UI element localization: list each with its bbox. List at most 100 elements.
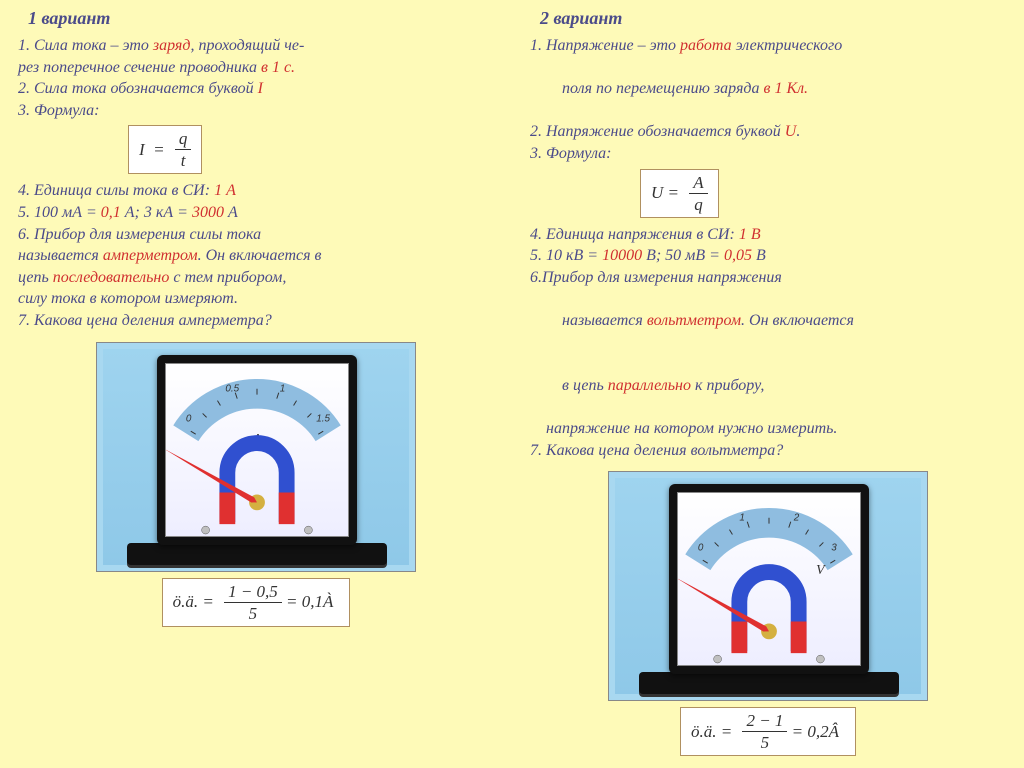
text: с тем прибором, bbox=[169, 269, 286, 286]
text: 5. 100 мА = bbox=[18, 204, 101, 221]
em-text: заряд bbox=[153, 37, 191, 54]
scale-label: 1 bbox=[739, 513, 745, 524]
em-text: вольтметром bbox=[647, 312, 741, 329]
v2-calc: ö.ä. = 2 − 15 = 0,2Â bbox=[680, 707, 856, 756]
formula-num: q bbox=[175, 130, 192, 150]
em-text: 1 А bbox=[214, 182, 236, 199]
em-text: 0,1 bbox=[101, 204, 121, 221]
em-text: I bbox=[258, 80, 263, 97]
em-text: работа bbox=[680, 37, 732, 54]
v1-item-3: 3. Формула: bbox=[18, 100, 494, 122]
text: А; 3 кА = bbox=[121, 204, 192, 221]
v1-item-6c: цепь последовательно с тем прибором, bbox=[18, 267, 494, 289]
calc-lhs: ö.ä. bbox=[173, 592, 199, 611]
v2-item-1b: поля по перемещению заряда в 1 Кл. bbox=[530, 57, 1006, 122]
meter-face: 0 1 2 3 bbox=[677, 492, 861, 666]
scale-label: 0.5 bbox=[225, 383, 239, 394]
text: в цепь bbox=[546, 377, 608, 394]
text: поля по перемещению заряда bbox=[546, 80, 764, 97]
v1-item-4: 4. Единица силы тока в СИ: 1 А bbox=[18, 180, 494, 202]
formula-den: t bbox=[175, 150, 192, 169]
em-text: 10000 bbox=[602, 247, 642, 264]
ammeter-image: 0 0.5 1 1.5 bbox=[96, 342, 416, 572]
v1-item-2: 2. Сила тока обозначается буквой I bbox=[18, 78, 494, 100]
text: В bbox=[752, 247, 766, 264]
em-text: 1 В bbox=[739, 226, 761, 243]
v2-item-5: 5. 10 кВ = 10000 В; 50 мВ = 0,05 В bbox=[530, 245, 1006, 267]
v2-item-7: 7. Какова цена деления вольтметра? bbox=[530, 440, 1006, 462]
variant-2-column: 2 вариант 1. Напряжение – это работа эле… bbox=[512, 0, 1024, 768]
text: В; 50 мВ = bbox=[642, 247, 724, 264]
v2-item-6c: в цепь параллельно к прибору, bbox=[530, 353, 1006, 418]
text: . bbox=[796, 123, 800, 140]
scale-label: 1.5 bbox=[316, 413, 330, 424]
text: 1. Напряжение – это bbox=[530, 37, 680, 54]
meter-face: 0 0.5 1 1.5 bbox=[165, 363, 349, 537]
calc-num: 2 − 1 bbox=[742, 712, 787, 732]
text: 2. Напряжение обозначается буквой bbox=[530, 123, 785, 140]
meter-base bbox=[639, 672, 899, 694]
text: называется bbox=[546, 312, 647, 329]
calc-den: 5 bbox=[224, 603, 282, 622]
text: электрического bbox=[732, 37, 843, 54]
text: . Он включается в bbox=[198, 247, 322, 264]
magnet-red-left bbox=[731, 622, 747, 654]
v1-item-1b: рез поперечное сечение проводника в 1 с. bbox=[18, 57, 494, 79]
em-text: 3000 bbox=[192, 204, 224, 221]
formula-lhs: U bbox=[651, 183, 663, 202]
v1-item-5: 5. 100 мА = 0,1 А; 3 кА = 3000 А bbox=[18, 202, 494, 224]
calc-lhs: ö.ä. bbox=[691, 722, 717, 741]
v2-item-6b: называется вольтметром. Он включается bbox=[530, 288, 1006, 353]
voltmeter-image: 0 1 2 3 bbox=[608, 471, 928, 701]
v2-item-1: 1. Напряжение – это работа электрическог… bbox=[530, 35, 1006, 57]
terminal bbox=[714, 655, 722, 663]
em-text: в 1 Кл. bbox=[764, 80, 809, 97]
v1-item-1: 1. Сила тока – это заряд, проходящий че- bbox=[18, 35, 494, 57]
scale-label: 0 bbox=[698, 542, 704, 553]
variant-1-column: 1 вариант 1. Сила тока – это заряд, прох… bbox=[0, 0, 512, 768]
meter-base bbox=[127, 543, 387, 565]
scale-label: 3 bbox=[831, 542, 837, 553]
em-text: амперметром bbox=[103, 247, 198, 264]
text: 5. 10 кВ = bbox=[530, 247, 602, 264]
text: 1. Сила тока – это bbox=[18, 37, 153, 54]
text: к прибору, bbox=[691, 377, 764, 394]
text: . Он включается bbox=[741, 312, 854, 329]
em-text: в 1 с. bbox=[261, 59, 295, 76]
variant-1-heading: 1 вариант bbox=[18, 8, 494, 29]
text: 2. Сила тока обозначается буквой bbox=[18, 80, 258, 97]
v2-item-2: 2. Напряжение обозначается буквой U. bbox=[530, 121, 1006, 143]
formula-den: q bbox=[689, 194, 707, 213]
scale-arc bbox=[698, 523, 840, 562]
scale-arc bbox=[186, 393, 328, 432]
magnet-red-right bbox=[791, 622, 807, 654]
v2-item-3: 3. Формула: bbox=[530, 143, 1006, 165]
text: 4. Единица силы тока в СИ: bbox=[18, 182, 214, 199]
magnet-red-right bbox=[279, 492, 295, 524]
em-text: 0,05 bbox=[724, 247, 752, 264]
variant-2-heading: 2 вариант bbox=[530, 8, 1006, 29]
v2-item-6d: напряжение на котором нужно измерить. bbox=[530, 418, 1006, 440]
em-text: U bbox=[785, 123, 797, 140]
v1-calc: ö.ä. = 1 − 0,55 = 0,1À bbox=[162, 578, 351, 627]
scale-label: 2 bbox=[793, 513, 800, 524]
text: цепь bbox=[18, 269, 53, 286]
text: А bbox=[224, 204, 238, 221]
calc-den: 5 bbox=[742, 732, 787, 751]
terminal bbox=[202, 526, 210, 534]
ammeter-svg: 0 0.5 1 1.5 bbox=[166, 364, 348, 536]
v1-item-6a: 6. Прибор для измерения силы тока bbox=[18, 224, 494, 246]
formula-lhs: I bbox=[139, 140, 145, 159]
v1-formula: I = qt bbox=[128, 125, 202, 174]
calc-res: = 0,1À bbox=[286, 592, 333, 611]
v1-item-6d: силу тока в котором измеряют. bbox=[18, 288, 494, 310]
text: называется bbox=[18, 247, 103, 264]
v1-item-7: 7. Какова цена деления амперметра? bbox=[18, 310, 494, 332]
calc-num: 1 − 0,5 bbox=[224, 583, 282, 603]
meter-box: 0 1 2 3 bbox=[669, 484, 869, 674]
v2-item-6a: 6.Прибор для измерения напряжения bbox=[530, 267, 1006, 289]
text: , проходящий че- bbox=[190, 37, 304, 54]
v2-formula: U = Aq bbox=[640, 169, 719, 218]
terminal bbox=[816, 655, 824, 663]
em-text: параллельно bbox=[608, 377, 691, 394]
